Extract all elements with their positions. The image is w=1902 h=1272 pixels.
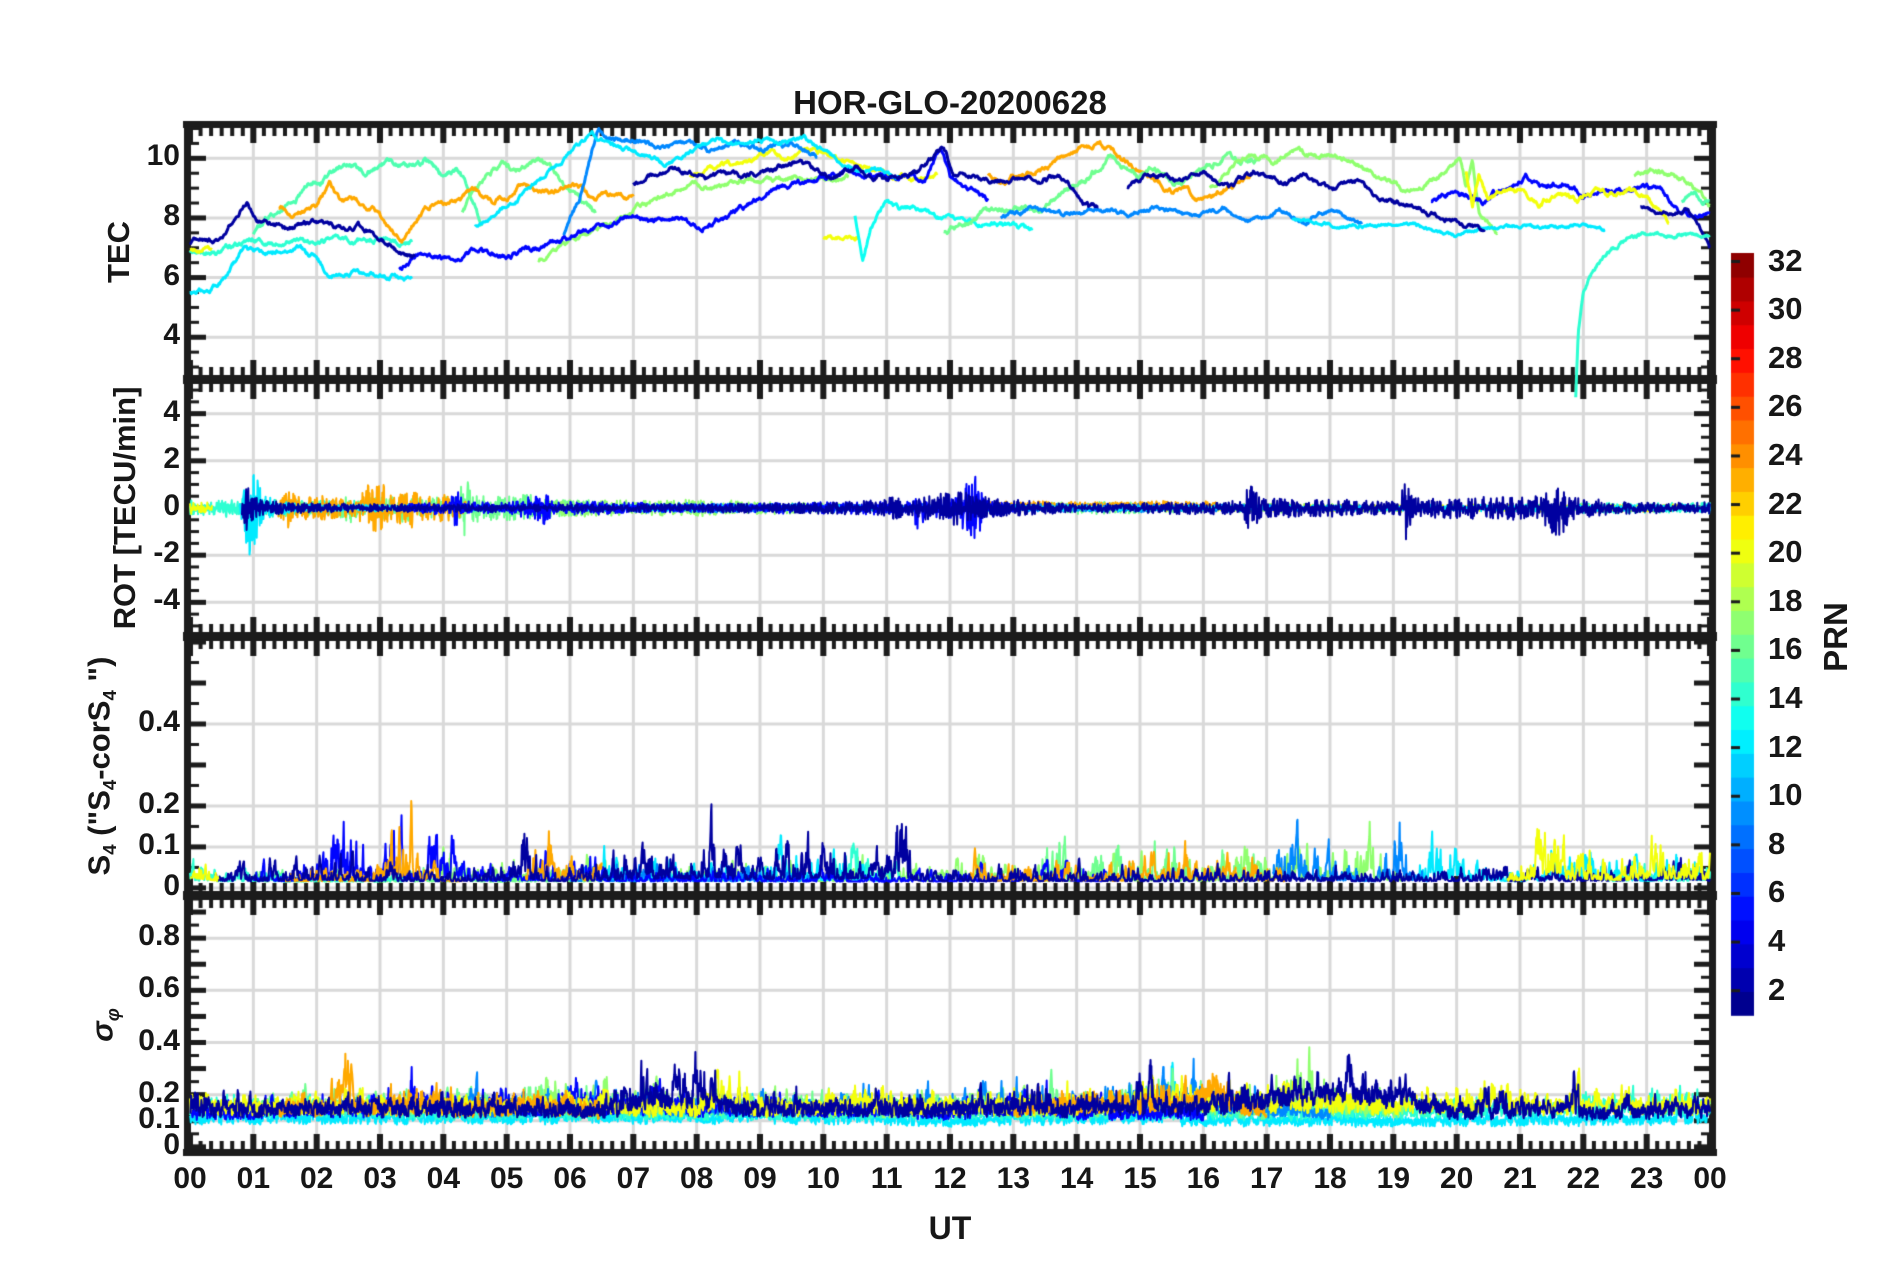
colorbar-tick-label: 26 [1768, 388, 1803, 424]
colorbar-tick-label: 28 [1768, 339, 1803, 375]
y-axis-label-rot: ROT [TECU/min] [107, 386, 142, 630]
y-tick-label: 0.6 [138, 971, 180, 1005]
x-tick-label: 12 [933, 1162, 967, 1195]
y-tick-label: 2 [163, 441, 180, 475]
x-axis-label: UT [928, 1210, 972, 1246]
colorbar-tick-label: 2 [1768, 971, 1786, 1007]
x-tick-label: 03 [363, 1162, 397, 1195]
x-tick-label: 04 [426, 1162, 461, 1195]
y-tick-label: 0.4 [138, 1023, 180, 1057]
colorbar-tick-label: 18 [1768, 582, 1803, 618]
y-tick-label: 0.4 [138, 705, 180, 738]
y-tick-label: 0.1 [138, 827, 180, 861]
y-tick-label: 6 [163, 258, 180, 292]
x-tick-label: 11 [870, 1162, 903, 1195]
y-tick-label: 0.2 [138, 786, 180, 820]
x-tick-label: 20 [1439, 1162, 1474, 1195]
y-axis-label-tec: TEC [101, 221, 136, 283]
y-tick-label: 4 [163, 318, 180, 352]
colorbar-tick-label: 12 [1768, 728, 1803, 764]
y-tick-label: 0 [163, 1127, 180, 1161]
x-tick-label: 08 [679, 1162, 714, 1195]
x-tick-label: 13 [996, 1162, 1031, 1195]
x-tick-label: 01 [236, 1162, 271, 1195]
x-tick-label: 00 [1693, 1162, 1727, 1195]
colorbar-tick-label: 16 [1768, 631, 1803, 667]
colorbar-tick-label: 6 [1768, 874, 1786, 910]
y-axis-label-sigma: σφ [84, 1008, 123, 1042]
colorbar-tick-label: 4 [1768, 923, 1786, 959]
x-tick-label: 15 [1123, 1162, 1157, 1195]
y-tick-label: 8 [163, 198, 180, 232]
y-tick-label: 0.1 [138, 1101, 180, 1135]
y-tick-label: 0.8 [138, 919, 180, 953]
y-tick-label: -2 [153, 536, 180, 570]
colorbar-tick-label: 32 [1768, 242, 1803, 278]
x-tick-label: 07 [616, 1162, 651, 1195]
colorbar-tick-label: 14 [1768, 680, 1803, 716]
x-tick-label: 10 [806, 1162, 841, 1195]
x-tick-label: 09 [743, 1162, 777, 1195]
y-tick-label: 0 [163, 489, 180, 522]
y-tick-label: 4 [163, 394, 180, 428]
colorbar-tick-label: 10 [1768, 777, 1803, 813]
x-tick-label: 17 [1249, 1162, 1284, 1195]
x-tick-label: 02 [299, 1162, 334, 1195]
y-tick-label: 10 [146, 139, 180, 173]
x-tick-label: 06 [553, 1162, 587, 1195]
x-tick-label: 00 [173, 1162, 207, 1195]
x-tick-label: 19 [1376, 1162, 1411, 1195]
x-tick-label: 05 [489, 1162, 524, 1195]
y-tick-label: 0 [163, 868, 180, 902]
y-axis-label-s4: S4 ("S4-corS4 ") [81, 656, 120, 876]
y-tick-label: -4 [153, 583, 180, 617]
x-tick-label: 14 [1059, 1162, 1094, 1195]
x-tick-label: 16 [1186, 1162, 1221, 1195]
colorbar-tick-label: 30 [1768, 291, 1803, 327]
colorbar-label: PRN [1817, 602, 1854, 672]
y-tick-label: 0.2 [138, 1075, 180, 1109]
x-tick-label: 18 [1313, 1162, 1347, 1195]
plot-title: HOR-GLO-20200628 [793, 84, 1107, 121]
x-tick-label: 23 [1629, 1162, 1664, 1195]
colorbar-tick-label: 20 [1768, 534, 1803, 570]
colorbar-tick-label: 22 [1768, 485, 1803, 521]
x-tick-label: 21 [1503, 1162, 1537, 1195]
x-tick-label: 22 [1566, 1162, 1601, 1195]
colorbar-tick-label: 8 [1768, 825, 1786, 861]
colorbar-tick-label: 24 [1768, 436, 1803, 472]
